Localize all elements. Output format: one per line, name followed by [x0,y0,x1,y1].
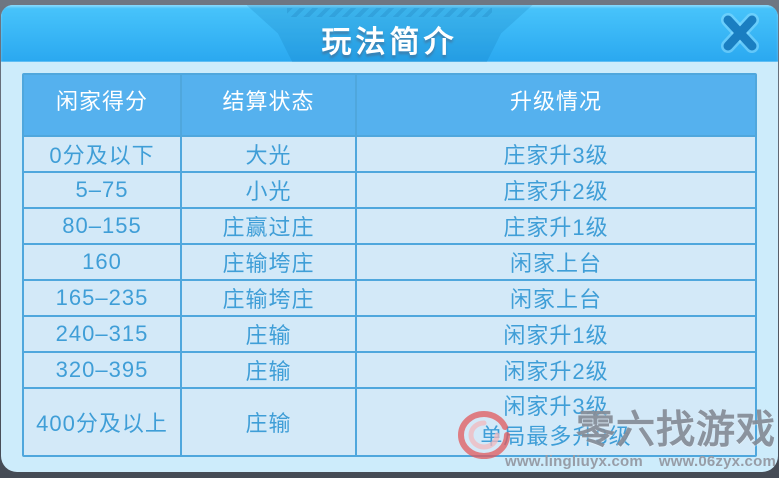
table-cell: 庄家升3级 [357,137,755,171]
table-cell: 庄家升1级 [357,209,755,243]
table-cell: 庄家升2级 [357,173,755,207]
dialog-body: 闲家得分 结算状态 升级情况 0分及以下 大光 庄家升3级 5–75 小光 庄家… [22,73,757,457]
table-cell: 0分及以下 [24,137,180,171]
table-cell: 庄输 [182,389,355,455]
table-cell: 闲家上台 [357,245,755,279]
rules-table: 闲家得分 结算状态 升级情况 0分及以下 大光 庄家升3级 5–75 小光 庄家… [22,73,757,457]
table-cell: 240–315 [24,317,180,351]
table-cell: 闲家升1级 [357,317,755,351]
dialog-title: 玩法简介 [321,26,458,59]
column-header-status: 结算状态 [182,75,355,135]
dialog-header: 玩法简介 [1,5,778,62]
close-icon [721,13,759,53]
table-cell: 庄输垮庄 [182,281,355,315]
table-cell: 160 [24,245,180,279]
table-cell: 小光 [182,173,355,207]
table-cell: 165–235 [24,281,180,315]
table-cell: 闲家升2级 [357,353,755,387]
gameplay-intro-dialog: 玩法简介 闲家得分 结算状态 升级情况 0分及以下 大光 庄家升3级 5–75 … [1,5,778,472]
column-header-score: 闲家得分 [24,75,180,135]
table-cell: 5–75 [24,173,180,207]
table-cell: 400分及以上 [24,389,180,455]
table-cell: 庄输垮庄 [182,245,355,279]
table-cell: 庄赢过庄 [182,209,355,243]
column-header-upgrade: 升级情况 [357,75,755,135]
table-cell: 庄输 [182,317,355,351]
table-cell: 大光 [182,137,355,171]
table-cell: 320–395 [24,353,180,387]
table-cell: 80–155 [24,209,180,243]
table-cell: 庄输 [182,353,355,387]
banner-zigzag-pattern [286,8,493,17]
title-banner [246,5,533,62]
close-button[interactable] [716,11,764,57]
table-cell: 闲家升3级 单局最多升3级 [357,389,755,455]
table-cell: 闲家上台 [357,281,755,315]
